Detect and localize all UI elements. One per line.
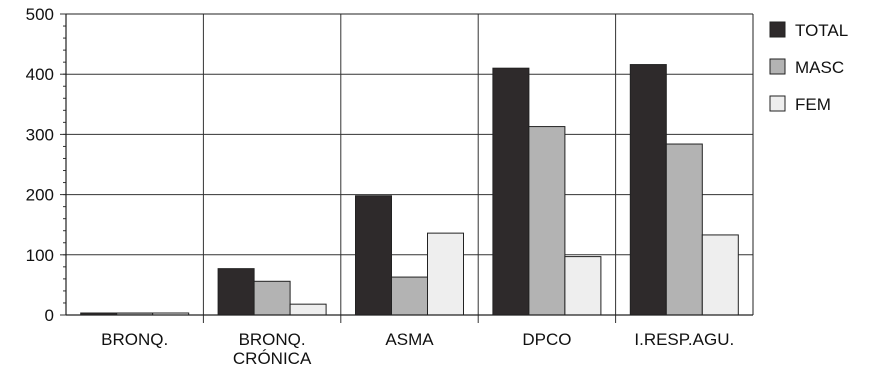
axes [60,13,754,316]
bar-fem-1 [289,303,327,316]
bar-masc-1 [253,280,291,316]
bar-masc-2 [391,276,428,316]
category-label: ASMA [385,330,434,349]
bar-total-3 [492,67,530,316]
y-tick-label: 400 [26,65,54,84]
bar-fem-3 [564,256,602,316]
legend-label-masc: MASC [795,58,844,77]
category-label: BRONQ. [101,330,168,349]
legend-label-fem: FEM [795,95,831,114]
y-tick-label: 300 [26,125,54,144]
bar-total-2 [355,195,392,316]
category-label: DPCO [522,330,571,349]
y-tick-label: 500 [26,5,54,24]
y-tick-label: 200 [26,186,54,205]
legend-swatch-fem [769,95,786,112]
bar-total-4 [629,64,667,316]
bar-masc-3 [528,126,566,316]
y-tick-labels: 0 100 200 300 400 500 [26,5,54,325]
y-tick-label: 100 [26,246,54,265]
category-label: CRÓNICA [233,349,312,368]
bar-fem-4 [701,234,739,316]
legend-swatch-total [769,21,786,38]
bar-masc-4 [665,143,703,316]
bar-total-1 [217,268,255,316]
y-tick-label: 0 [45,306,54,325]
bars [80,64,739,316]
category-label: I.RESP.AGU. [634,330,734,349]
legend: TOTAL MASC FEM [769,21,848,114]
legend-label-total: TOTAL [795,21,848,40]
legend-swatch-masc [769,58,786,75]
bar-fem-2 [427,232,464,316]
category-label: BRONQ. [239,330,306,349]
